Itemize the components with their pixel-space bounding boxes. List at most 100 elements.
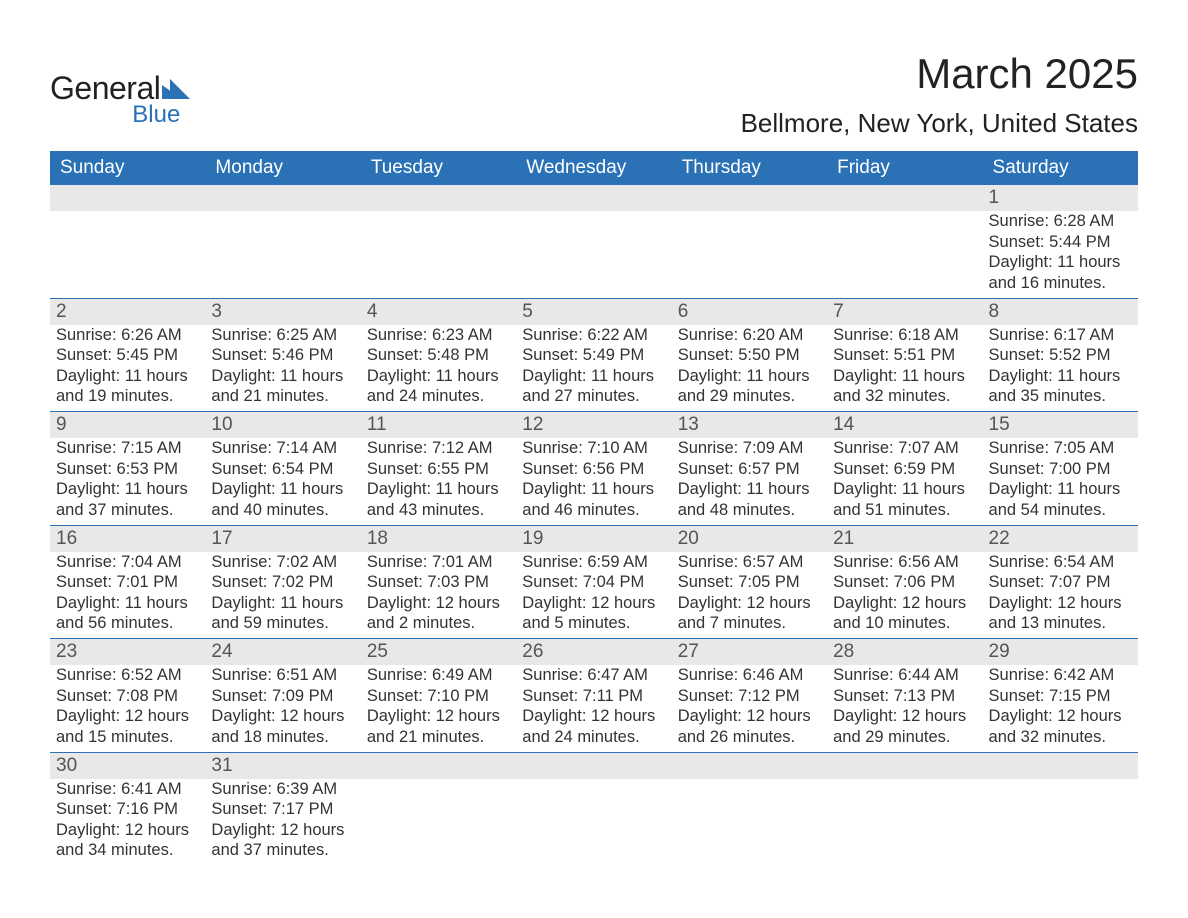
sunrise-text: Sunrise: 7:09 AM	[678, 438, 821, 459]
day-number: 21	[827, 526, 982, 552]
sunrise-text: Sunrise: 7:15 AM	[56, 438, 199, 459]
sunset-text: Sunset: 7:16 PM	[56, 799, 199, 820]
day-cell	[50, 211, 205, 298]
sunset-text: Sunset: 5:50 PM	[678, 345, 821, 366]
daylight-text: Daylight: 12 hours and 24 minutes.	[522, 706, 665, 747]
daylight-text: Daylight: 12 hours and 10 minutes.	[833, 593, 976, 634]
day-cell: Sunrise: 6:39 AMSunset: 7:17 PMDaylight:…	[205, 779, 360, 866]
day-cell: Sunrise: 6:47 AMSunset: 7:11 PMDaylight:…	[516, 665, 671, 752]
day-cell	[827, 779, 982, 866]
sunset-text: Sunset: 5:48 PM	[367, 345, 510, 366]
sunset-text: Sunset: 5:52 PM	[989, 345, 1132, 366]
daylight-text: Daylight: 11 hours and 32 minutes.	[833, 366, 976, 407]
day-number	[361, 753, 516, 779]
calendar: Sunday Monday Tuesday Wednesday Thursday…	[50, 151, 1138, 865]
daynum-row: 23242526272829	[50, 639, 1138, 665]
day-number	[672, 185, 827, 211]
week-row: Sunrise: 6:26 AMSunset: 5:45 PMDaylight:…	[50, 325, 1138, 413]
sunset-text: Sunset: 7:03 PM	[367, 572, 510, 593]
day-cell: Sunrise: 7:02 AMSunset: 7:02 PMDaylight:…	[205, 552, 360, 639]
day-cell: Sunrise: 6:20 AMSunset: 5:50 PMDaylight:…	[672, 325, 827, 412]
sunset-text: Sunset: 6:53 PM	[56, 459, 199, 480]
day-number: 15	[983, 412, 1138, 438]
day-number: 2	[50, 299, 205, 325]
day-cell: Sunrise: 6:59 AMSunset: 7:04 PMDaylight:…	[516, 552, 671, 639]
daylight-text: Daylight: 11 hours and 29 minutes.	[678, 366, 821, 407]
day-number: 18	[361, 526, 516, 552]
sunrise-text: Sunrise: 7:14 AM	[211, 438, 354, 459]
month-title: March 2025	[741, 50, 1138, 98]
sunset-text: Sunset: 6:59 PM	[833, 459, 976, 480]
day-header: Sunday	[50, 151, 205, 185]
day-cell: Sunrise: 7:15 AMSunset: 6:53 PMDaylight:…	[50, 438, 205, 525]
sunrise-text: Sunrise: 6:42 AM	[989, 665, 1132, 686]
sunrise-text: Sunrise: 7:04 AM	[56, 552, 199, 573]
day-number: 1	[983, 185, 1138, 211]
day-number	[672, 753, 827, 779]
day-cell: Sunrise: 6:57 AMSunset: 7:05 PMDaylight:…	[672, 552, 827, 639]
day-number: 16	[50, 526, 205, 552]
daylight-text: Daylight: 12 hours and 34 minutes.	[56, 820, 199, 861]
sunset-text: Sunset: 7:01 PM	[56, 572, 199, 593]
sunrise-text: Sunrise: 6:49 AM	[367, 665, 510, 686]
daylight-text: Daylight: 12 hours and 21 minutes.	[367, 706, 510, 747]
sunset-text: Sunset: 7:06 PM	[833, 572, 976, 593]
day-number: 7	[827, 299, 982, 325]
sunrise-text: Sunrise: 6:51 AM	[211, 665, 354, 686]
day-number: 5	[516, 299, 671, 325]
sunrise-text: Sunrise: 6:23 AM	[367, 325, 510, 346]
sunset-text: Sunset: 7:11 PM	[522, 686, 665, 707]
weeks-container: 1Sunrise: 6:28 AMSunset: 5:44 PMDaylight…	[50, 185, 1138, 865]
day-cell	[361, 211, 516, 298]
day-number	[50, 185, 205, 211]
day-cell	[516, 211, 671, 298]
sunrise-text: Sunrise: 6:22 AM	[522, 325, 665, 346]
sunset-text: Sunset: 5:46 PM	[211, 345, 354, 366]
day-number	[361, 185, 516, 211]
day-number	[827, 753, 982, 779]
daylight-text: Daylight: 11 hours and 43 minutes.	[367, 479, 510, 520]
sunrise-text: Sunrise: 7:05 AM	[989, 438, 1132, 459]
daylight-text: Daylight: 11 hours and 54 minutes.	[989, 479, 1132, 520]
sunset-text: Sunset: 5:49 PM	[522, 345, 665, 366]
daylight-text: Daylight: 11 hours and 48 minutes.	[678, 479, 821, 520]
day-number: 8	[983, 299, 1138, 325]
sunset-text: Sunset: 7:04 PM	[522, 572, 665, 593]
logo-text-2: Blue	[50, 101, 180, 129]
week-row: Sunrise: 6:28 AMSunset: 5:44 PMDaylight:…	[50, 211, 1138, 299]
day-number: 17	[205, 526, 360, 552]
daylight-text: Daylight: 11 hours and 59 minutes.	[211, 593, 354, 634]
sunrise-text: Sunrise: 6:39 AM	[211, 779, 354, 800]
day-number	[516, 185, 671, 211]
day-number: 25	[361, 639, 516, 665]
sunset-text: Sunset: 5:51 PM	[833, 345, 976, 366]
daylight-text: Daylight: 11 hours and 40 minutes.	[211, 479, 354, 520]
day-number: 12	[516, 412, 671, 438]
sunset-text: Sunset: 5:44 PM	[989, 232, 1132, 253]
daylight-text: Daylight: 12 hours and 5 minutes.	[522, 593, 665, 634]
day-cell	[672, 211, 827, 298]
day-number: 28	[827, 639, 982, 665]
day-number	[983, 753, 1138, 779]
day-cell: Sunrise: 6:26 AMSunset: 5:45 PMDaylight:…	[50, 325, 205, 412]
daynum-row: 3031	[50, 753, 1138, 779]
day-number	[827, 185, 982, 211]
sunset-text: Sunset: 7:02 PM	[211, 572, 354, 593]
sunset-text: Sunset: 7:08 PM	[56, 686, 199, 707]
sunset-text: Sunset: 7:15 PM	[989, 686, 1132, 707]
day-number: 20	[672, 526, 827, 552]
daynum-row: 9101112131415	[50, 412, 1138, 438]
day-number: 11	[361, 412, 516, 438]
sunset-text: Sunset: 7:13 PM	[833, 686, 976, 707]
daylight-text: Daylight: 12 hours and 13 minutes.	[989, 593, 1132, 634]
day-cell: Sunrise: 7:05 AMSunset: 7:00 PMDaylight:…	[983, 438, 1138, 525]
day-header: Tuesday	[361, 151, 516, 185]
day-number: 31	[205, 753, 360, 779]
sunrise-text: Sunrise: 6:26 AM	[56, 325, 199, 346]
sunrise-text: Sunrise: 6:17 AM	[989, 325, 1132, 346]
day-header: Monday	[205, 151, 360, 185]
day-cell: Sunrise: 6:44 AMSunset: 7:13 PMDaylight:…	[827, 665, 982, 752]
day-cell: Sunrise: 6:52 AMSunset: 7:08 PMDaylight:…	[50, 665, 205, 752]
day-header: Thursday	[672, 151, 827, 185]
day-number: 30	[50, 753, 205, 779]
